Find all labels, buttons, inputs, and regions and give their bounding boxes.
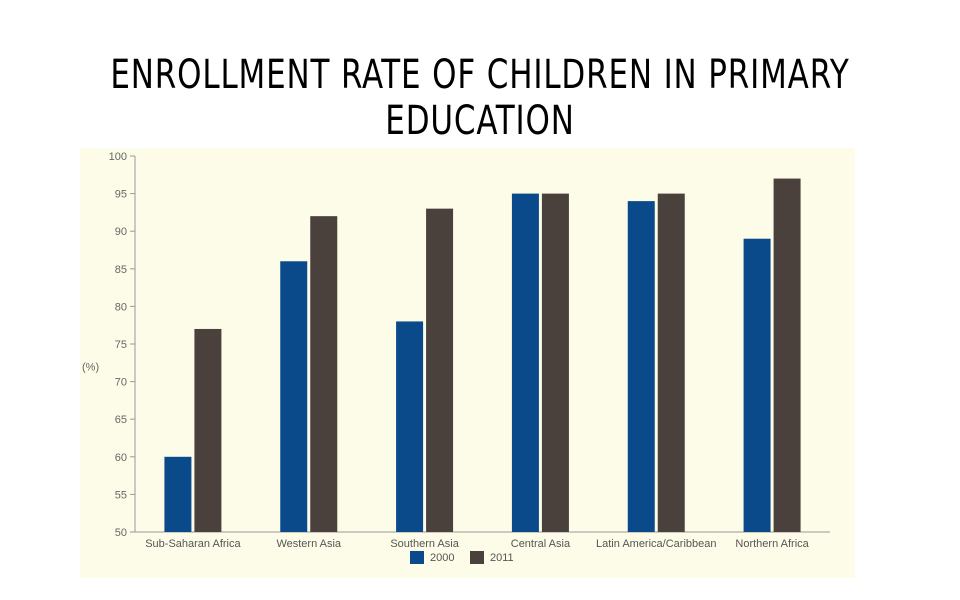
y-tick-label: 55	[115, 489, 127, 501]
legend-swatch-2011	[470, 551, 484, 564]
bar-2011-1	[310, 216, 338, 532]
chart-panel: (%) 50 55 60 65 70 75 80 85 90 95 100 Sub-Saharan …	[80, 148, 855, 578]
y-tick-label: 90	[115, 226, 127, 238]
bar-2000-0	[164, 456, 192, 532]
y-tick-label: 100	[109, 151, 127, 163]
category-labels: Sub-Saharan Africa Western Asia Southern A…	[145, 538, 809, 550]
slide-title: ENROLLMENT RATE OF CHILDREN IN PRIMARY E…	[110, 52, 850, 144]
y-tick-label: 70	[115, 377, 127, 389]
y-tick-label: 80	[115, 301, 127, 313]
y-tick-label: 50	[115, 527, 127, 539]
y-tick-label: 95	[115, 189, 127, 201]
bars	[164, 178, 801, 532]
y-axis-label: (%)	[82, 361, 99, 373]
legend: 2000 2011	[410, 551, 514, 564]
bar-2011-3	[541, 193, 569, 532]
bar-2011-5	[773, 178, 801, 532]
bar-2000-2	[396, 321, 424, 532]
bar-2011-2	[426, 208, 454, 532]
legend-label: 2000	[430, 552, 454, 564]
bar-2000-5	[743, 238, 771, 532]
y-ticks: 50 55 60 65 70 75 80 85 90 95 100	[109, 151, 135, 539]
bar-2000-1	[280, 261, 308, 532]
legend-swatch-2000	[410, 551, 424, 564]
y-tick-label: 65	[115, 414, 127, 426]
bar-2011-4	[657, 193, 685, 532]
y-tick-label: 75	[115, 339, 127, 351]
bar-chart: (%) 50 55 60 65 70 75 80 85 90 95 100 Sub-Saharan …	[82, 151, 830, 564]
category-label: Latin America/Caribbean	[596, 538, 716, 550]
y-tick-label: 85	[115, 264, 127, 276]
y-tick-label: 60	[115, 452, 127, 464]
category-label: Northern Africa	[735, 538, 809, 550]
category-label: Central Asia	[511, 538, 571, 550]
bar-2011-0	[194, 328, 222, 532]
legend-label: 2011	[490, 552, 514, 564]
category-label: Southern Asia	[390, 538, 459, 550]
category-label: Western Asia	[276, 538, 341, 550]
bar-2000-3	[511, 193, 539, 532]
bar-2000-4	[627, 201, 655, 532]
category-label: Sub-Saharan Africa	[145, 538, 241, 550]
